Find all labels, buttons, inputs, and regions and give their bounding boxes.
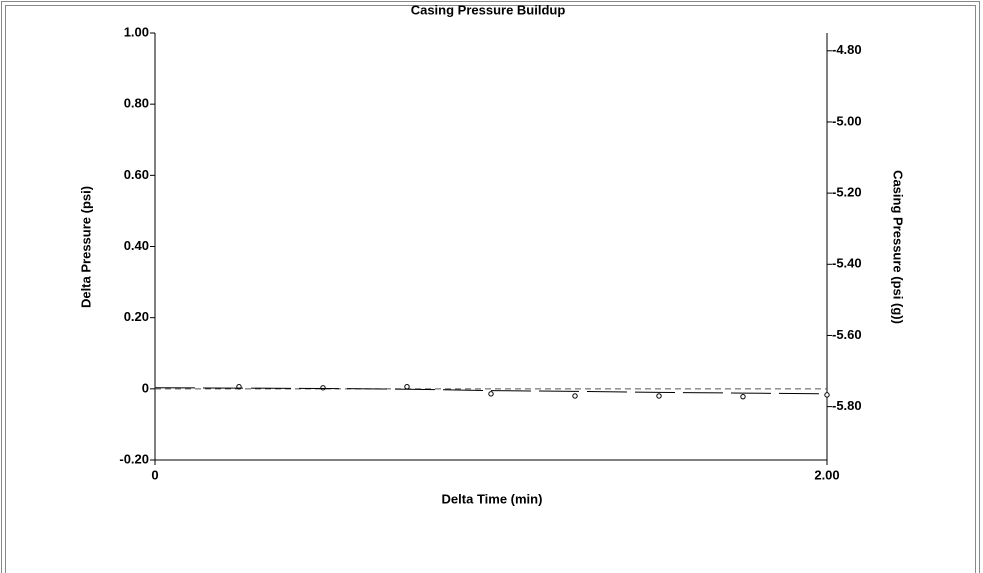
y-tick-label: 0.60: [124, 167, 149, 182]
y-tick-label: 0.40: [124, 238, 149, 253]
x-axis-label: Delta Time (min): [442, 491, 543, 506]
x-tick-label: 0: [151, 467, 158, 482]
y-tick-label: 0: [142, 380, 149, 395]
y2-tick-label: -5.80: [832, 398, 862, 413]
data-point: [320, 385, 326, 391]
data-point: [824, 392, 830, 398]
data-point: [656, 393, 662, 399]
data-point: [404, 383, 410, 390]
y2-tick-label: -4.80: [832, 42, 862, 57]
frame-inner: [5, 5, 976, 573]
y-axis-label: Delta Pressure (psi): [78, 186, 93, 308]
y2-tick-label: -5.00: [832, 113, 862, 128]
y2-tick-label: -5.40: [832, 256, 862, 271]
data-point: [572, 393, 578, 399]
x-tick-label: 2.00: [814, 467, 839, 482]
y2-tick-label: -5.60: [832, 327, 862, 342]
y-tick-label: 1.00: [124, 24, 149, 39]
y-tick-label: 0.20: [124, 309, 149, 324]
casing-line: [154, 387, 828, 395]
data-point: [488, 391, 494, 397]
y2-axis-label: Casing Pressure (psi (g)): [891, 170, 906, 324]
y2-tick-label: -5.20: [832, 185, 862, 200]
data-point: [740, 393, 746, 400]
y-tick-label: -0.20: [119, 451, 149, 466]
y-tick-label: 0.80: [124, 96, 149, 111]
chart-title: Casing Pressure Buildup: [411, 2, 566, 17]
